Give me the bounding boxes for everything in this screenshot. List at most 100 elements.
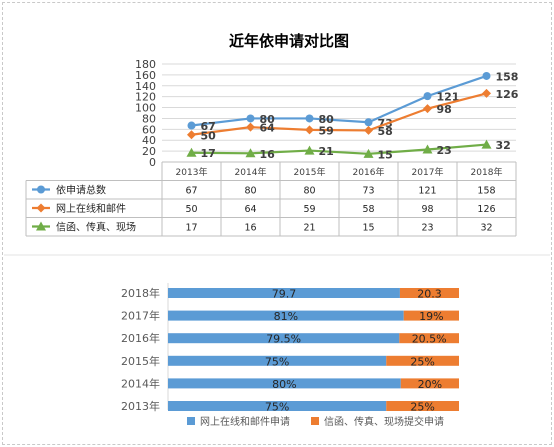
table-cell: 73 <box>362 186 374 197</box>
bar-segment <box>168 333 400 344</box>
bar-data-label: 20.5% <box>412 333 447 346</box>
table-cell: 80 <box>244 186 256 197</box>
data-label: 158 <box>496 70 519 83</box>
bar-segment <box>168 288 400 298</box>
x-category-label: 2016年 <box>353 166 385 178</box>
data-label: 121 <box>437 91 460 104</box>
legend-key-marker <box>36 203 46 213</box>
bar-data-label: 79.7 <box>272 288 297 301</box>
series-name: 信函、传真、现场 <box>56 221 136 234</box>
table-cell: 80 <box>303 186 315 197</box>
data-label: 80 <box>319 113 335 126</box>
legend-key-marker <box>37 185 45 194</box>
legend-label: 网上在线和邮件申请 <box>200 415 290 428</box>
series-line-1 <box>191 74 487 127</box>
y-tick-label: 180 <box>135 58 156 71</box>
table-cell: 15 <box>362 223 374 234</box>
bar-segment <box>403 310 459 321</box>
bar-segment <box>386 401 459 411</box>
bar-segment <box>399 288 459 298</box>
bar-data-label: 81% <box>274 310 298 323</box>
table-cell: 158 <box>477 186 495 197</box>
bar-data-label: 20.3 <box>417 288 442 301</box>
bar-segment <box>168 310 404 321</box>
legend-swatch <box>311 417 319 425</box>
data-label: 64 <box>260 122 276 135</box>
table-cell: 23 <box>421 223 433 234</box>
data-point <box>363 148 374 158</box>
y-tick-label: 20 <box>142 145 156 158</box>
category-label: 2014年 <box>121 376 160 390</box>
category-label: 2013年 <box>121 399 160 413</box>
data-label: 50 <box>201 129 217 142</box>
data-label: 32 <box>496 139 511 152</box>
table-cell: 64 <box>244 204 256 215</box>
data-point <box>423 104 432 114</box>
data-point <box>482 71 491 80</box>
table-cell: 67 <box>185 186 197 197</box>
x-category-label: 2014年 <box>235 166 267 178</box>
data-point <box>246 122 255 132</box>
data-point <box>305 125 314 135</box>
y-tick-label: 40 <box>142 134 156 147</box>
data-label: 21 <box>319 145 334 158</box>
y-tick-label: 100 <box>135 102 156 115</box>
legend-key-marker <box>36 221 46 231</box>
table-cell: 16 <box>244 223 256 234</box>
bar-data-label: 20% <box>418 378 442 391</box>
series-line-3 <box>191 143 487 155</box>
series-name: 网上在线和邮件 <box>56 202 126 215</box>
bar-segment <box>168 378 401 389</box>
x-category-label: 2015年 <box>294 166 326 178</box>
bar-data-label: 19% <box>419 310 443 323</box>
data-label: 67 <box>201 120 216 133</box>
data-label: 126 <box>496 88 519 101</box>
legend-swatch <box>187 417 195 425</box>
data-point <box>304 145 315 155</box>
series-line-2 <box>191 92 487 136</box>
bar-data-label: 75% <box>265 401 289 414</box>
data-label: 80 <box>260 113 276 126</box>
data-point <box>481 139 492 149</box>
data-point <box>422 144 433 154</box>
bar-data-label: 80% <box>272 378 296 391</box>
data-point <box>482 88 491 98</box>
table-cell: 58 <box>362 204 374 215</box>
data-point <box>246 114 255 123</box>
x-category-label: 2013年 <box>176 166 208 178</box>
table-cell: 21 <box>303 223 315 234</box>
data-label: 23 <box>437 144 452 157</box>
table-cell: 17 <box>185 223 197 234</box>
data-label: 15 <box>378 148 393 161</box>
series-name: 依申请总数 <box>56 184 106 197</box>
category-label: 2015年 <box>121 354 160 368</box>
y-tick-label: 160 <box>135 69 156 82</box>
x-category-label: 2018年 <box>471 166 503 178</box>
bar-segment <box>168 401 387 411</box>
table-cell: 126 <box>477 204 495 215</box>
data-label: 16 <box>260 148 276 161</box>
table-cell: 59 <box>303 204 315 215</box>
data-label: 59 <box>319 124 334 137</box>
data-point <box>245 148 256 158</box>
category-label: 2017年 <box>121 309 160 323</box>
bar-data-label: 75% <box>265 355 289 368</box>
data-point <box>187 121 196 130</box>
y-tick-label: 120 <box>135 91 156 104</box>
bar-data-label: 25% <box>410 401 434 414</box>
bar-segment <box>400 378 459 389</box>
bar-segment <box>399 333 459 344</box>
table-cell: 98 <box>421 204 433 215</box>
data-point <box>305 114 314 123</box>
y-tick-label: 80 <box>142 112 156 125</box>
data-point <box>186 147 197 157</box>
y-tick-label: 140 <box>135 80 156 93</box>
chart-title: 近年依申请对比图 <box>229 32 349 50</box>
data-point <box>187 130 196 140</box>
bar-segment <box>168 355 387 366</box>
bar-segment <box>386 355 459 366</box>
legend-label: 信函、传真、现场提交申请 <box>324 415 444 428</box>
